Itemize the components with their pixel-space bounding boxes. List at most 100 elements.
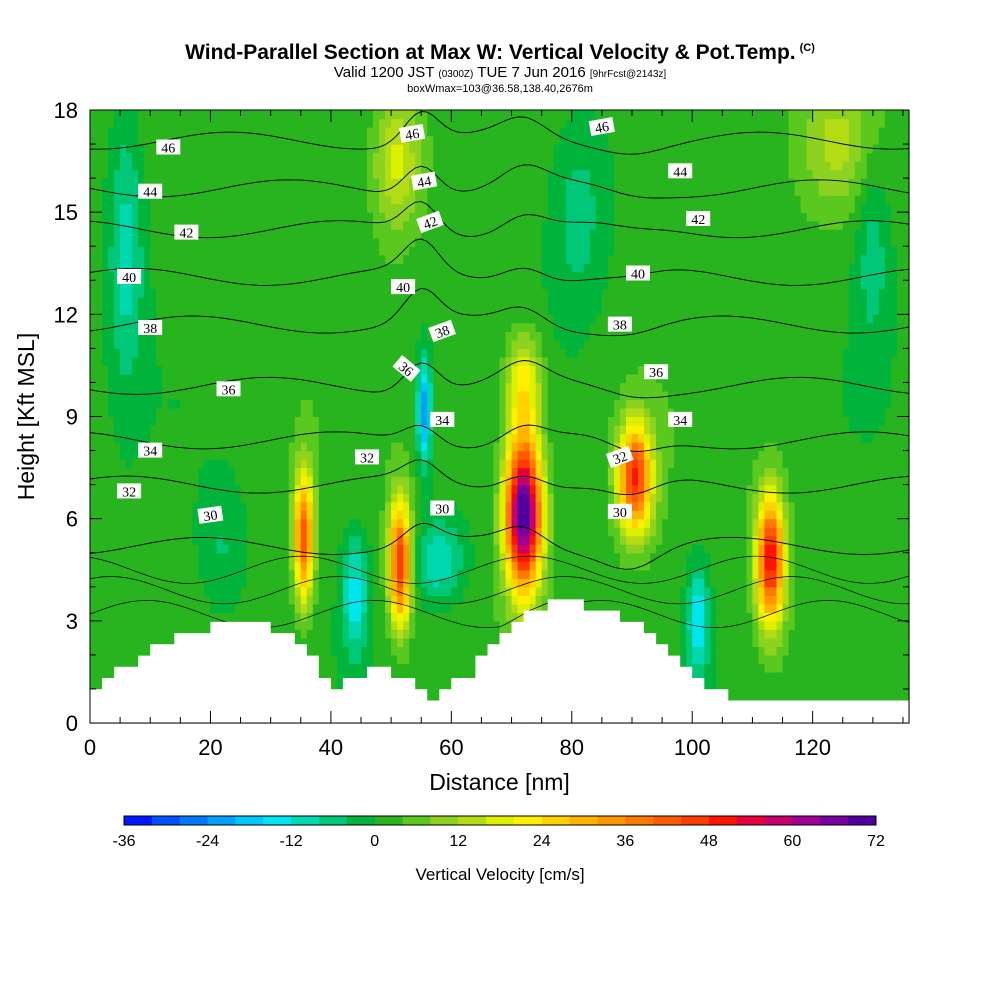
w-cell xyxy=(120,297,127,307)
w-cell xyxy=(415,144,422,154)
w-cell xyxy=(367,467,374,477)
w-cell xyxy=(222,229,230,239)
w-cell xyxy=(282,459,290,469)
w-cell xyxy=(324,569,332,579)
w-cell xyxy=(108,339,115,349)
w-cell xyxy=(445,663,452,673)
w-cell xyxy=(144,501,151,511)
w-cell xyxy=(270,425,278,435)
w-cell xyxy=(487,365,495,375)
w-cell xyxy=(276,331,284,341)
w-cell xyxy=(409,510,416,520)
w-cell xyxy=(150,263,157,273)
w-cell xyxy=(385,578,392,588)
w-cell xyxy=(312,348,320,358)
w-cell xyxy=(180,297,187,307)
w-cell xyxy=(162,493,169,503)
w-cell xyxy=(228,501,236,511)
w-cell xyxy=(397,399,404,409)
w-cell xyxy=(156,433,163,443)
w-cell xyxy=(300,288,308,298)
w-cell xyxy=(246,263,254,273)
w-cell xyxy=(451,118,458,128)
w-cell xyxy=(216,195,224,205)
w-cell xyxy=(132,127,139,137)
w-cell xyxy=(360,314,368,324)
w-cell xyxy=(342,416,350,426)
w-cell xyxy=(210,237,218,247)
w-cell xyxy=(493,629,501,639)
w-cell xyxy=(270,467,278,477)
w-cell xyxy=(439,178,446,188)
w-cell xyxy=(445,382,452,392)
w-cell xyxy=(306,442,314,452)
w-cell xyxy=(162,390,169,401)
w-cell xyxy=(246,322,254,332)
w-cell xyxy=(439,535,446,545)
w-cell xyxy=(391,339,398,349)
w-cell xyxy=(210,110,218,120)
w-cell xyxy=(391,271,398,281)
w-cell xyxy=(385,246,392,256)
w-cell xyxy=(246,382,254,392)
w-cell xyxy=(433,680,440,690)
w-cell xyxy=(348,552,356,562)
w-cell xyxy=(457,433,464,443)
w-cell xyxy=(499,425,507,435)
w-cell xyxy=(499,544,507,554)
w-cell xyxy=(409,263,416,273)
w-cell xyxy=(150,365,157,375)
w-cell xyxy=(312,203,320,213)
w-cell xyxy=(493,331,501,341)
w-cell xyxy=(397,578,404,588)
w-cell xyxy=(216,578,224,588)
w-cell xyxy=(276,535,284,545)
w-cell xyxy=(234,484,242,494)
w-cell xyxy=(240,254,248,264)
w-cell xyxy=(228,544,236,554)
w-cell xyxy=(342,433,350,443)
w-cell xyxy=(415,527,422,537)
w-cell xyxy=(306,169,314,179)
w-cell xyxy=(276,442,284,452)
w-cell xyxy=(475,152,483,162)
w-cell xyxy=(312,263,320,273)
w-cell xyxy=(433,305,440,315)
w-cell xyxy=(469,484,477,494)
w-cell xyxy=(415,297,422,307)
w-cell xyxy=(198,552,206,562)
w-cell xyxy=(126,220,133,230)
w-cell xyxy=(138,254,145,264)
w-cell xyxy=(348,356,356,367)
w-cell xyxy=(96,305,103,315)
w-cell xyxy=(174,476,181,486)
w-cell xyxy=(192,195,199,205)
w-cell xyxy=(162,459,169,469)
w-cell xyxy=(174,612,181,622)
w-cell xyxy=(210,305,218,315)
w-cell xyxy=(457,152,464,162)
w-cell xyxy=(264,612,272,622)
w-cell xyxy=(481,331,489,341)
w-cell xyxy=(415,373,422,384)
w-cell xyxy=(90,305,97,315)
w-cell xyxy=(445,348,452,358)
w-cell xyxy=(138,297,145,307)
w-cell xyxy=(246,603,254,613)
w-cell xyxy=(360,518,368,528)
w-cell xyxy=(397,671,404,682)
w-cell xyxy=(373,144,380,154)
w-cell xyxy=(312,356,320,367)
w-cell xyxy=(126,442,133,452)
w-cell xyxy=(264,229,272,239)
w-cell xyxy=(403,493,410,503)
w-cell xyxy=(258,246,266,256)
w-cell xyxy=(264,467,272,477)
w-cell xyxy=(108,476,115,486)
w-cell xyxy=(222,118,230,128)
w-cell xyxy=(126,339,133,349)
w-cell xyxy=(96,629,103,639)
w-cell xyxy=(276,229,284,239)
w-cell xyxy=(373,518,380,528)
w-cell xyxy=(481,373,489,384)
